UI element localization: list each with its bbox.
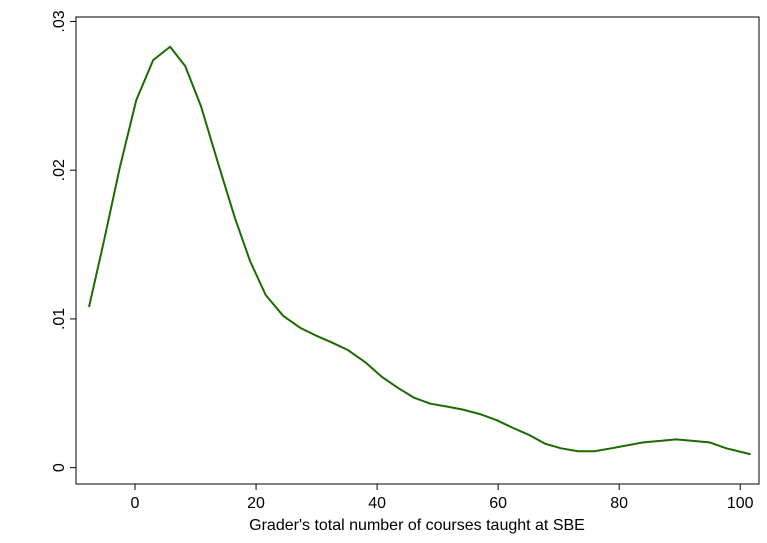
y-tick-label: 0: [51, 463, 68, 472]
x-tick-label: 40: [368, 495, 386, 512]
density-line: [88, 45, 751, 456]
x-axis-label: Grader's total number of courses taught …: [249, 517, 585, 534]
plot-frame: [75, 16, 760, 485]
x-tick-label: 80: [610, 495, 628, 512]
y-tick-label: .03: [51, 10, 68, 32]
y-tick-label: .01: [51, 308, 68, 330]
x-tick-label: 60: [489, 495, 507, 512]
x-tick-label: 0: [131, 495, 140, 512]
x-tick-label: 20: [247, 495, 265, 512]
x-tick-label: 100: [727, 495, 754, 512]
y-tick-label: .02: [51, 159, 68, 181]
